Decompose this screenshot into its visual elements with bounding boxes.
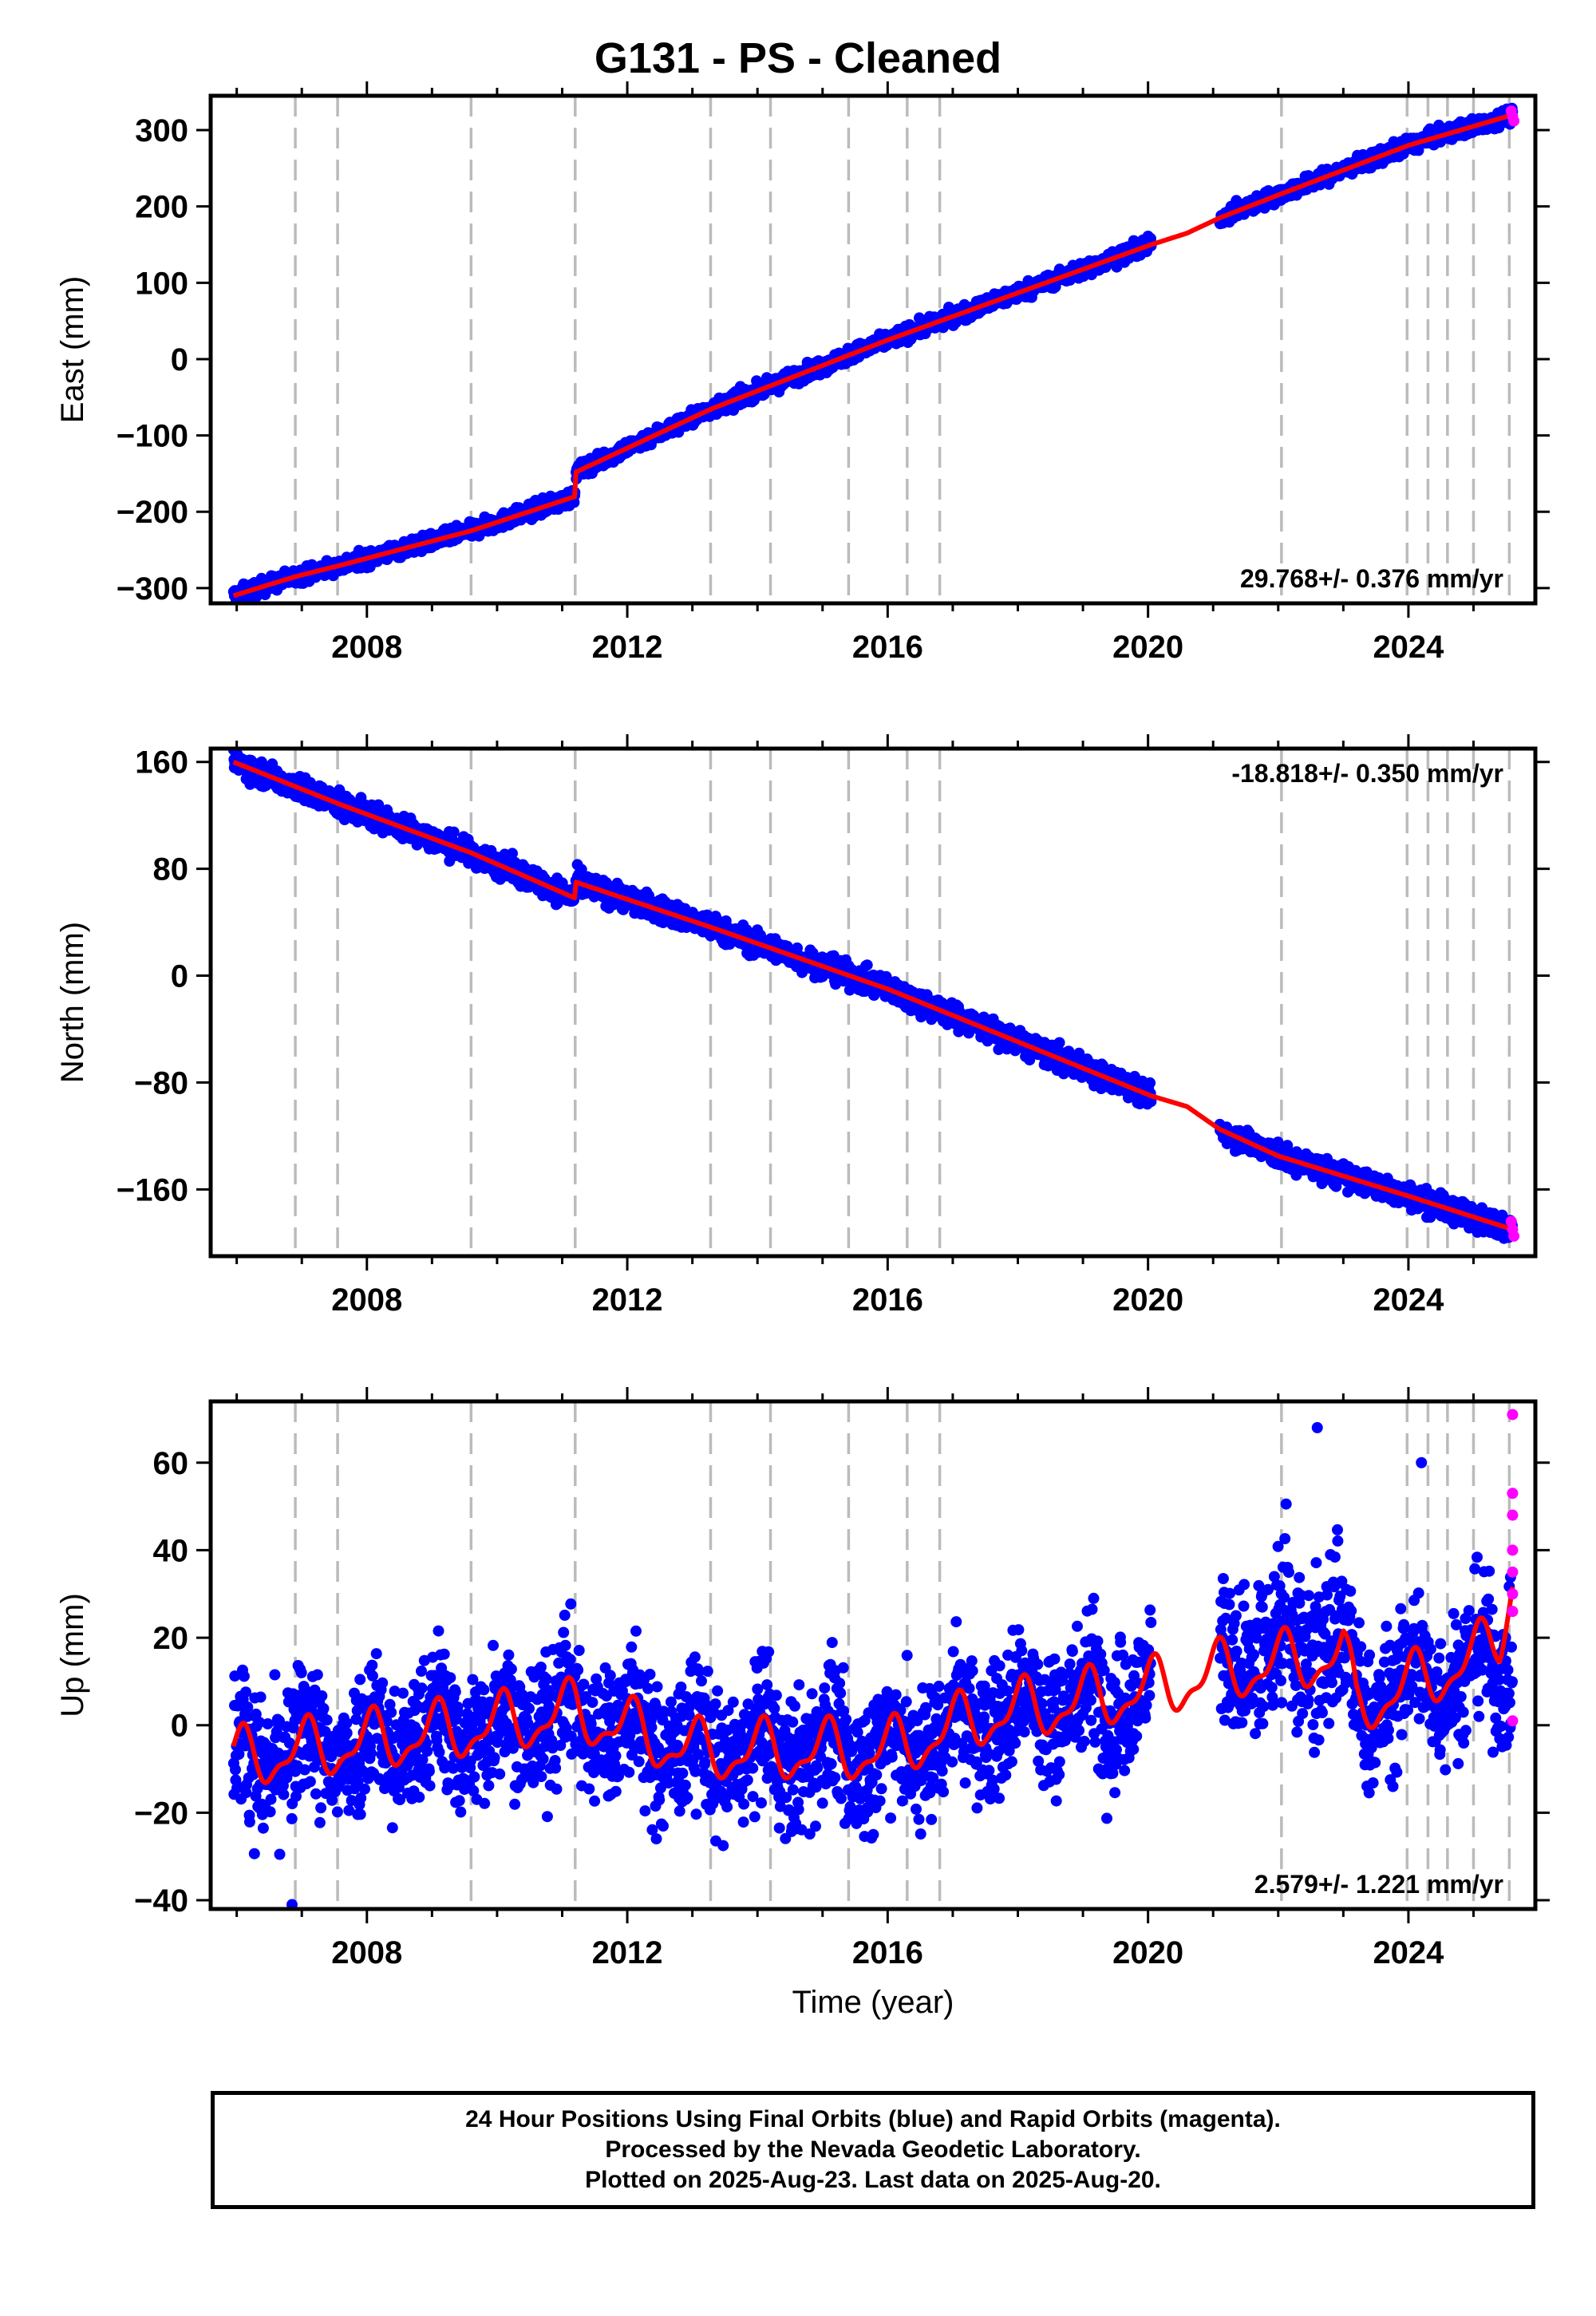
x-tick-label: 2008 — [331, 630, 402, 665]
y-tick-label: 200 — [135, 190, 188, 225]
plot-frame — [208, 93, 1538, 606]
page-title: G131 - PS - Cleaned — [594, 34, 1002, 82]
plot-area-north — [227, 749, 1520, 1244]
data-point — [507, 848, 518, 860]
y-axis-label: East (mm) — [55, 276, 90, 423]
y-tick-label: 300 — [135, 113, 188, 148]
x-tick-label: 2024 — [1373, 630, 1444, 665]
model-fit-line — [232, 113, 1514, 599]
data-point — [1073, 1047, 1085, 1059]
data-point — [1053, 1037, 1065, 1049]
rapid-orbit-point — [1508, 115, 1520, 127]
plot-area-east — [227, 102, 1520, 603]
y-tick-label: −200 — [117, 495, 188, 530]
rate-label: 29.768+/- 0.376 mm/yr — [1240, 564, 1503, 593]
x-tick-label: 2020 — [1112, 630, 1183, 665]
y-tick-label: −100 — [117, 419, 188, 454]
y-tick-label: −300 — [117, 571, 188, 607]
x-tick-label: 2012 — [592, 630, 663, 665]
y-tick-label: 0 — [171, 342, 188, 377]
panel-east: 2008 2012 2016 2020 2024 −300 −200 −100 0 100 200 3… — [55, 81, 1550, 665]
data-point — [861, 959, 873, 971]
data-point — [373, 799, 385, 811]
x-tick-label: 2016 — [852, 630, 923, 665]
data-point — [448, 826, 460, 838]
y-tick-label: 100 — [135, 266, 188, 301]
